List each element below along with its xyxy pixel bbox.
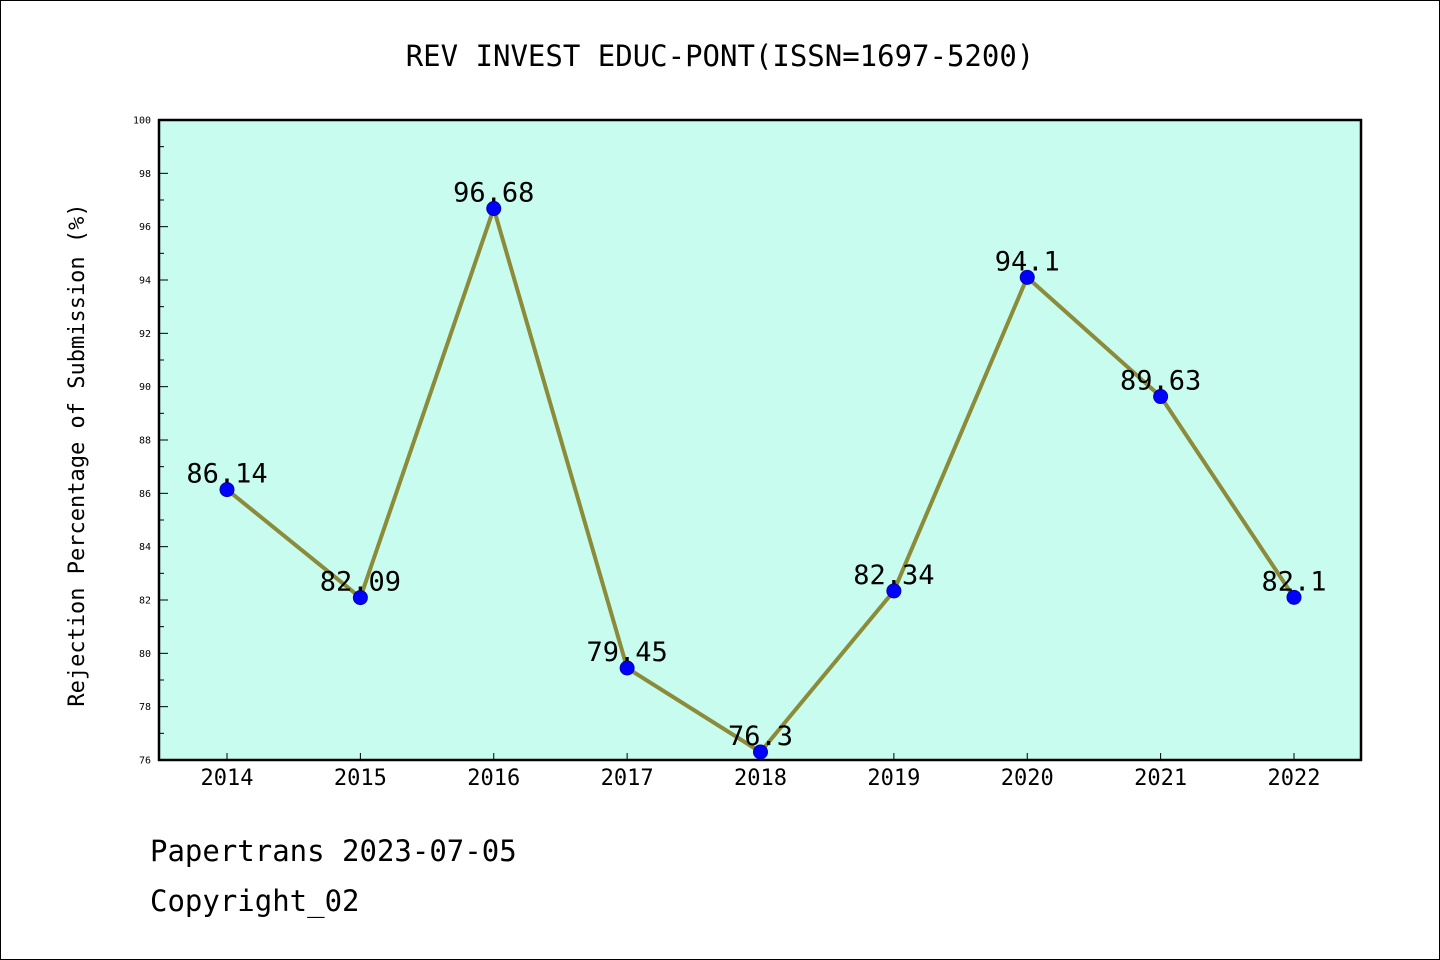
y-axis: 76 78 80 82 84 86 88 90 92 94 96 98 100 [133, 116, 168, 767]
y-tick-label: 88 [139, 436, 151, 447]
data-point [619, 660, 635, 676]
data-label: 82.1 [1261, 566, 1326, 597]
series-group: 86.14 82.09 96.68 79.45 76.3 82.34 94.1 89.63 82… [186, 178, 1327, 760]
footer-copyright: Copyright_02 [150, 884, 360, 918]
data-point [486, 201, 502, 217]
data-point [1153, 389, 1169, 405]
data-point [1286, 589, 1302, 605]
data-label: 82.34 [853, 560, 934, 591]
x-tick-label: 2017 [601, 766, 654, 791]
data-point [753, 744, 768, 760]
plot-area [157, 118, 1363, 762]
data-label: 76.3 [728, 721, 793, 752]
data-point [352, 590, 368, 606]
data-point [1019, 269, 1035, 285]
y-tick-label: 76 [139, 756, 151, 767]
x-tick-label: 2015 [334, 766, 387, 791]
x-tick-label: 2019 [867, 766, 920, 791]
y-tick-label: 82 [139, 596, 151, 607]
x-tick-label: 2020 [1001, 766, 1054, 791]
chart-title: REV INVEST EDUC-PONT(ISSN=1697-5200) [406, 39, 1035, 73]
data-label: 96.68 [453, 178, 534, 209]
y-tick-label: 86 [139, 489, 151, 500]
data-point [219, 482, 235, 498]
y-tick-label: 84 [139, 542, 151, 553]
x-tick-label: 2016 [467, 766, 520, 791]
y-tick-label: 80 [139, 649, 151, 660]
data-label: 89.63 [1120, 366, 1201, 397]
y-tick-label: 98 [139, 169, 151, 180]
y-tick-label: 78 [139, 702, 151, 713]
footer-date: Papertrans 2023-07-05 [150, 834, 517, 868]
data-label: 94.1 [995, 246, 1060, 277]
data-point [886, 583, 902, 599]
y-tick-label: 100 [133, 116, 151, 127]
x-axis: 2014 2015 2016 2017 2018 2019 2020 2021 2022 [201, 753, 1321, 791]
x-tick-label: 2021 [1134, 766, 1187, 791]
y-axis-label: Rejection Percentage of Submission (%) [65, 203, 90, 706]
y-tick-label: 92 [139, 329, 151, 340]
data-label: 79.45 [586, 637, 667, 668]
y-tick-label: 90 [139, 382, 151, 393]
x-tick-label: 2022 [1268, 766, 1321, 791]
data-label: 82.09 [320, 567, 401, 598]
y-tick-label: 94 [139, 276, 151, 287]
x-tick-label: 2018 [734, 766, 787, 791]
data-label: 86.14 [186, 459, 267, 490]
y-tick-label: 96 [139, 222, 151, 233]
x-tick-label: 2014 [201, 766, 254, 791]
